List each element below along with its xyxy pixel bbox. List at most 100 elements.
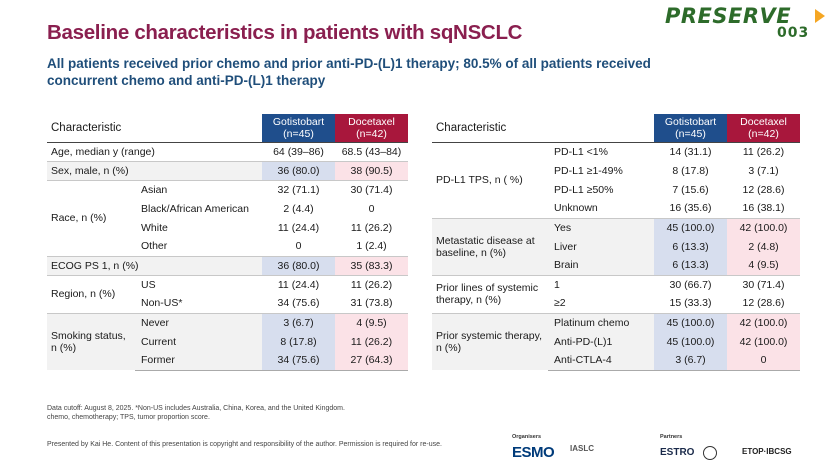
g-cell: 36 (80.0) <box>262 255 335 275</box>
table-header-row: Characteristic Gotistobart (n=45) Docetax… <box>432 114 800 143</box>
table-row: Prior systemic therapy, n (%) Platinum ch… <box>432 312 800 370</box>
sub-label: Current <box>141 335 177 348</box>
footnote: Data cutoff: August 8, 2025. *Non-US inc… <box>47 404 447 422</box>
sub-label: Never <box>135 312 262 332</box>
g-cell: 8 (17.8) <box>672 164 709 177</box>
table-row: Black/African American 2 (4.4) 0 <box>47 199 408 218</box>
row-label: Sex, male, n (%) <box>47 160 262 180</box>
logo-word: PRESERVE <box>665 4 792 28</box>
row-label: Prior lines of systemic therapy, n (%) <box>432 274 548 313</box>
d-cell: 35 (83.3) <box>335 255 408 275</box>
table-row: Metastatic disease at baseline, n (%) Yes… <box>432 217 800 275</box>
d-cell: 1 (2.4) <box>356 240 387 253</box>
d-cell: 2 (4.8) <box>727 237 800 256</box>
sub-label: Yes <box>548 217 654 237</box>
d-header-n: (n=42) <box>748 127 779 140</box>
g-cell: 11 (24.4) <box>262 274 335 294</box>
d-cell: 27 (64.3) <box>335 351 408 371</box>
d-cell: 16 (38.1) <box>742 202 785 215</box>
d-cell: 3 (7.1) <box>748 164 779 177</box>
label-line: Smoking status, <box>51 329 126 342</box>
g-cell: 3 (6.7) <box>262 312 335 332</box>
table-row: Former 34 (75.6) 27 (64.3) <box>47 351 408 371</box>
organisers-label: Organisers <box>512 434 542 440</box>
preserve-logo: PRESERVE 003 <box>665 3 830 43</box>
gotistobart-header: Gotistobart (n=45) <box>262 114 335 143</box>
g-cell: 30 (66.7) <box>654 274 727 294</box>
g-header-name: Gotistobart <box>272 115 325 128</box>
right-baseline-table: Characteristic Gotistobart (n=45) Docetax… <box>432 114 800 371</box>
sub-label: PD-L1 <1% <box>554 145 608 158</box>
g-cell: 64 (39–86) <box>273 145 324 158</box>
label-line: Metastatic disease at <box>436 234 535 247</box>
label-line: n (%) <box>436 341 462 354</box>
sub-label: Platinum chemo <box>548 312 654 332</box>
partner-emblem-icon <box>703 446 717 460</box>
table-row: Age, median y (range) 64 (39–86) 68.5 (4… <box>47 142 408 161</box>
characteristic-header: Characteristic <box>432 114 654 143</box>
table-header-row: Characteristic Gotistobart (n=45) Docetax… <box>47 114 408 143</box>
d-cell: 0 <box>727 351 800 371</box>
d-cell: 11 (26.2) <box>335 274 408 294</box>
sub-label: Liver <box>554 240 577 253</box>
table-row: Other 0 1 (2.4) <box>47 237 408 256</box>
slide-title: Baseline characteristics in patients wit… <box>47 21 523 44</box>
table-row: Smoking status, n (%) Never 3 (6.7) 4 (9.… <box>47 312 408 370</box>
g-cell: 7 (15.6) <box>672 183 709 196</box>
g-header-name: Gotistobart <box>664 115 717 128</box>
d-header-n: (n=42) <box>356 127 387 140</box>
d-cell: 12 (28.6) <box>742 183 785 196</box>
g-cell: 2 (4.4) <box>283 202 314 215</box>
g-cell: 8 (17.8) <box>262 332 335 351</box>
g-cell: 16 (35.6) <box>669 202 712 215</box>
d-cell: 42 (100.0) <box>727 312 800 332</box>
table-row: Sex, male, n (%) 36 (80.0) 38 (90.5) <box>47 160 408 180</box>
presenter-note: Presented by Kai He. Content of this pre… <box>47 441 442 448</box>
d-cell: 30 (71.4) <box>727 274 800 294</box>
sub-label: Unknown <box>554 202 598 215</box>
label-line: n (%) <box>51 341 77 354</box>
g-cell: 34 (75.6) <box>262 351 335 371</box>
sub-label: Black/African American <box>141 202 249 215</box>
d-cell: 42 (100.0) <box>727 217 800 237</box>
characteristic-header: Characteristic <box>47 114 262 143</box>
sub-label: Non-US* <box>141 297 183 310</box>
sub-label: Brain <box>554 259 579 272</box>
table-row: Current 8 (17.8) 11 (26.2) <box>47 332 408 351</box>
d-cell: 11 (26.2) <box>350 221 393 234</box>
etop-ibcsg-logo: ETOP·IBCSG <box>742 447 792 456</box>
row-label: PD-L1 TPS, n ( %) <box>436 174 523 186</box>
d-cell: 4 (9.5) <box>727 256 800 275</box>
d-header-name: Docetaxel <box>348 115 395 128</box>
docetaxel-header: Docetaxel (n=42) <box>335 114 408 143</box>
sub-label: White <box>141 221 168 234</box>
label-line: Prior systemic therapy, <box>436 329 542 342</box>
g-cell: 15 (33.3) <box>669 297 712 310</box>
partners-label: Partners <box>660 434 683 440</box>
g-cell: 34 (75.6) <box>277 297 320 310</box>
sub-label: 1 <box>548 274 654 294</box>
sub-label: Former <box>135 351 262 371</box>
g-cell: 36 (80.0) <box>262 160 335 180</box>
d-cell: 68.5 (43–84) <box>341 145 402 158</box>
table-row: PD-L1 ≥50% 7 (15.6) 12 (28.6) <box>432 180 800 199</box>
g-header-n: (n=45) <box>283 127 314 140</box>
row-label: Smoking status, n (%) <box>47 312 135 370</box>
d-cell: 31 (73.8) <box>350 297 393 310</box>
d-cell: 38 (90.5) <box>335 160 408 180</box>
logo-number: 003 <box>777 25 810 41</box>
row-label: Age, median y (range) <box>51 145 155 158</box>
d-header-name: Docetaxel <box>740 115 787 128</box>
sub-label: Asian <box>135 179 262 199</box>
esmo-logo: ESMO <box>512 444 555 461</box>
iaslc-logo: IASLC <box>570 444 594 453</box>
g-cell: 45 (100.0) <box>654 217 727 237</box>
sub-label: Anti-CTLA-4 <box>548 351 654 371</box>
sub-label: Anti-PD-(L)1 <box>554 335 613 348</box>
d-cell: 11 (26.2) <box>742 145 785 158</box>
row-label: ECOG PS 1, n (%) <box>47 255 262 275</box>
sub-label: PD-L1 ≥1-49% <box>554 164 623 177</box>
table-row: PD-L1 ≥1-49% 8 (17.8) 3 (7.1) <box>432 161 800 180</box>
arrow-icon <box>815 9 825 23</box>
g-cell: 6 (13.3) <box>654 256 727 275</box>
